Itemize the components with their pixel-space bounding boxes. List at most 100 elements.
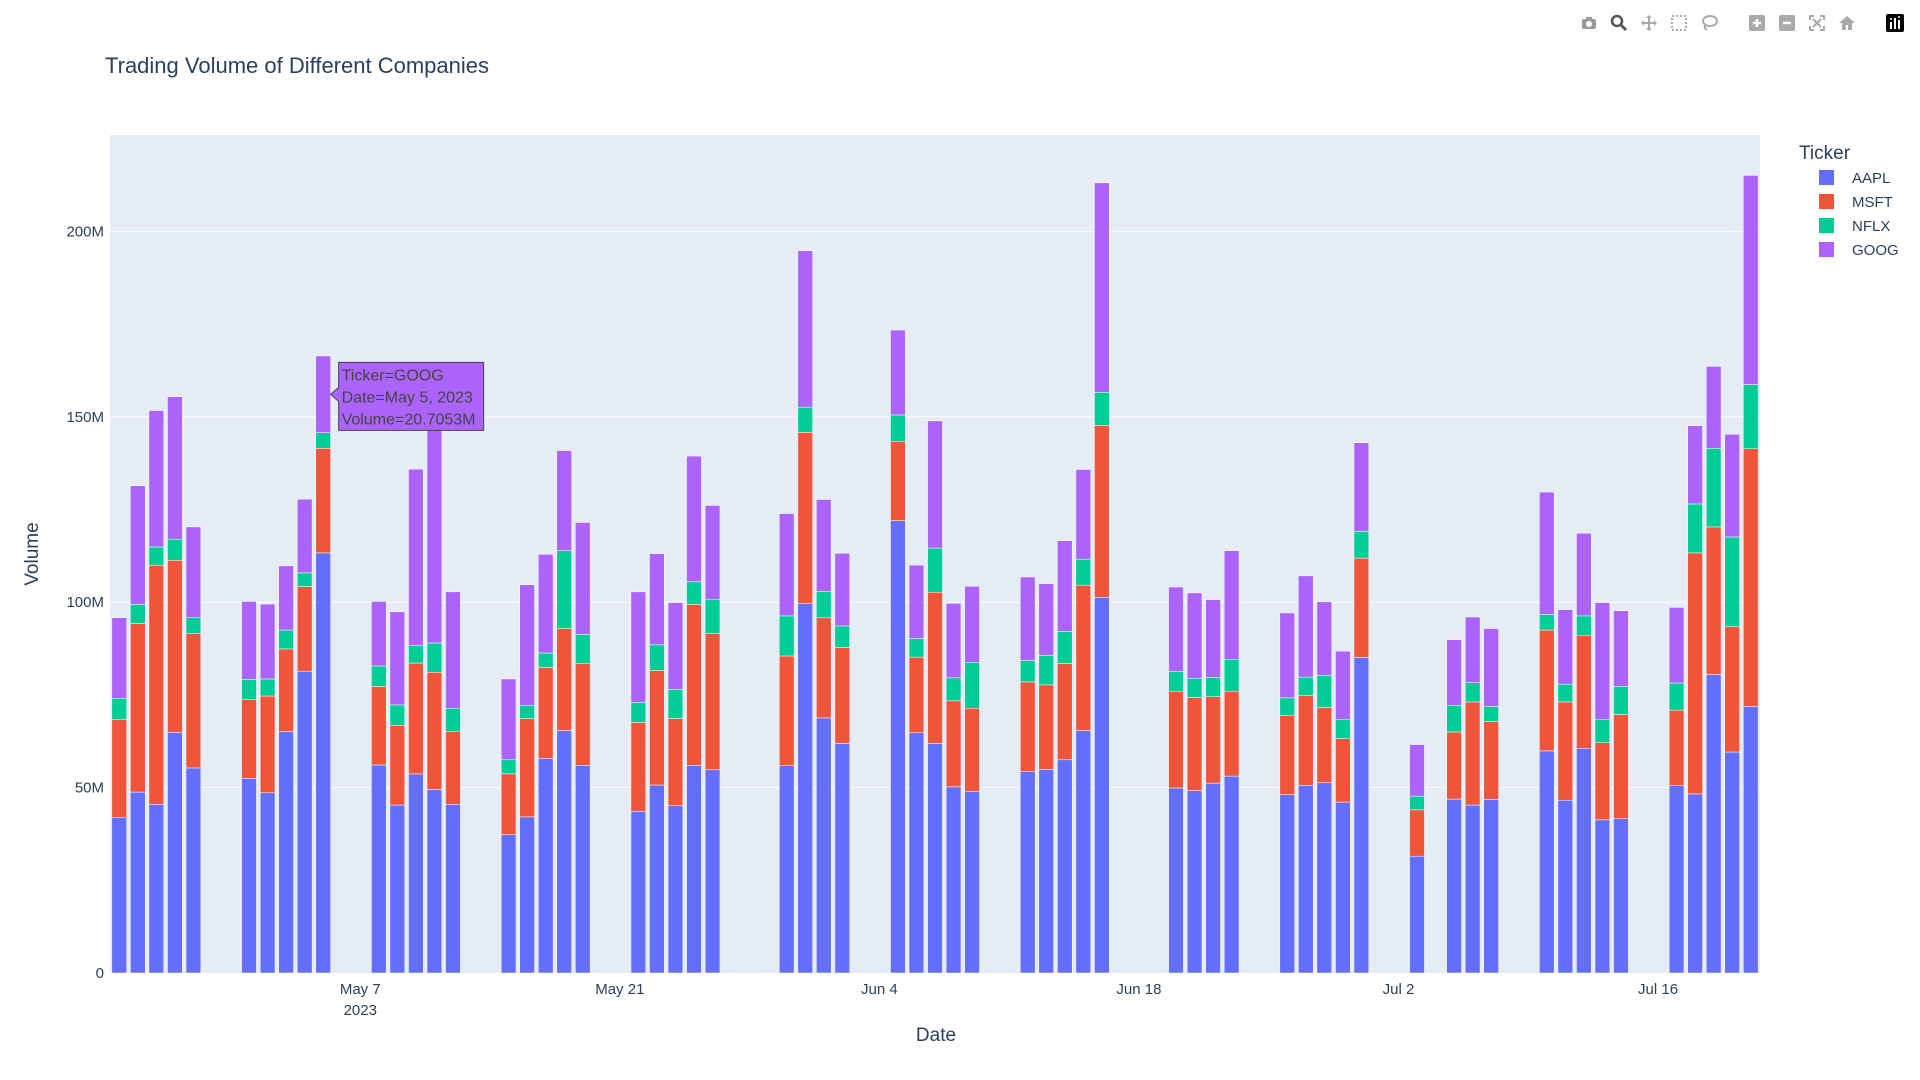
bar-goog[interactable] — [1205, 599, 1221, 678]
bar-nflx[interactable] — [1483, 706, 1499, 722]
bar-nflx[interactable] — [779, 615, 795, 657]
bar-msft[interactable] — [1576, 634, 1592, 749]
bar-goog[interactable] — [1613, 610, 1629, 687]
bar-nflx[interactable] — [1724, 536, 1740, 627]
bar-goog[interactable] — [278, 565, 294, 631]
bar-aapl[interactable] — [1353, 657, 1370, 974]
bar-msft[interactable] — [445, 730, 461, 805]
legend-item-msft[interactable]: MSFT — [1852, 194, 1893, 211]
bar-msft[interactable] — [167, 560, 183, 733]
bar-nflx[interactable] — [185, 617, 202, 634]
bar-nflx[interactable] — [1335, 719, 1351, 739]
bar-aapl[interactable] — [1298, 785, 1314, 974]
bar-nflx[interactable] — [1743, 384, 1759, 449]
bar-aapl[interactable] — [296, 670, 313, 974]
bar-nflx[interactable] — [649, 644, 665, 671]
bar-nflx[interactable] — [667, 689, 684, 719]
bar-goog[interactable] — [389, 611, 406, 706]
bar-msft[interactable] — [1223, 690, 1240, 777]
bar-aapl[interactable] — [1205, 782, 1221, 974]
bar-goog[interactable] — [500, 678, 517, 761]
bar-msft[interactable] — [964, 708, 980, 792]
bar-msft[interactable] — [1316, 707, 1332, 784]
bar-goog[interactable] — [816, 499, 832, 592]
bar-aapl[interactable] — [259, 792, 276, 974]
bar-goog[interactable] — [1223, 550, 1240, 660]
bar-aapl[interactable] — [1743, 706, 1759, 974]
bar-aapl[interactable] — [389, 804, 406, 974]
bar-aapl[interactable] — [1594, 819, 1611, 974]
bar-goog[interactable] — [649, 553, 665, 646]
bar-msft[interactable] — [389, 725, 406, 806]
bar-aapl[interactable] — [130, 791, 146, 974]
bar-goog[interactable] — [1075, 469, 1091, 560]
legend-swatch-aapl[interactable] — [1819, 170, 1834, 185]
bar-nflx[interactable] — [259, 678, 276, 697]
bar-nflx[interactable] — [130, 604, 146, 624]
bar-nflx[interactable] — [241, 679, 257, 700]
bar-goog[interactable] — [1094, 182, 1110, 393]
bar-nflx[interactable] — [630, 702, 647, 723]
bar-goog[interactable] — [1464, 616, 1481, 683]
bar-aapl[interactable] — [1687, 793, 1703, 974]
bar-nflx[interactable] — [426, 642, 443, 673]
bar-goog[interactable] — [148, 410, 165, 548]
bar-aapl[interactable] — [1705, 674, 1722, 974]
reset-axes-button[interactable] — [1836, 12, 1858, 34]
bar-goog[interactable] — [167, 396, 183, 540]
bar-msft[interactable] — [1483, 721, 1499, 800]
bar-aapl[interactable] — [964, 791, 980, 974]
bar-goog[interactable] — [1057, 540, 1073, 632]
bar-nflx[interactable] — [1613, 686, 1629, 715]
bar-nflx[interactable] — [167, 538, 183, 561]
plotly-logo-button[interactable] — [1884, 12, 1906, 34]
bar-msft[interactable] — [111, 719, 127, 818]
bar-goog[interactable] — [296, 498, 313, 574]
bar-msft[interactable] — [890, 441, 906, 521]
bar-msft[interactable] — [1075, 584, 1091, 731]
bar-aapl[interactable] — [408, 773, 424, 974]
bar-goog[interactable] — [538, 554, 554, 654]
bar-nflx[interactable] — [927, 547, 943, 593]
bar-goog[interactable] — [1705, 366, 1722, 449]
bar-msft[interactable] — [1094, 425, 1110, 598]
bar-msft[interactable] — [686, 604, 702, 766]
bar-aapl[interactable] — [1613, 818, 1629, 974]
bar-msft[interactable] — [704, 633, 721, 771]
bar-msft[interactable] — [408, 662, 424, 775]
bar-msft[interactable] — [649, 670, 665, 786]
bar-msft[interactable] — [241, 699, 257, 779]
bar-aapl[interactable] — [1576, 748, 1592, 974]
bar-msft[interactable] — [797, 432, 813, 604]
bar-goog[interactable] — [519, 584, 535, 706]
bar-msft[interactable] — [371, 686, 387, 766]
bar-msft[interactable] — [538, 667, 554, 759]
bar-msft[interactable] — [259, 695, 276, 794]
bar-msft[interactable] — [1687, 552, 1703, 795]
bar-aapl[interactable] — [278, 731, 294, 974]
bar-nflx[interactable] — [1594, 719, 1611, 743]
bar-goog[interactable] — [259, 603, 276, 680]
bar-nflx[interactable] — [519, 705, 535, 719]
bar-aapl[interactable] — [667, 805, 684, 974]
legend-swatch-goog[interactable] — [1819, 242, 1834, 257]
bar-goog[interactable] — [241, 601, 257, 680]
bar-msft[interactable] — [1205, 696, 1221, 784]
bar-msft[interactable] — [1186, 697, 1203, 791]
bar-msft[interactable] — [1335, 738, 1351, 803]
bar-aapl[interactable] — [111, 817, 127, 974]
bar-aapl[interactable] — [167, 732, 183, 974]
bar-nflx[interactable] — [1168, 671, 1184, 692]
bar-goog[interactable] — [1316, 601, 1332, 676]
bar-nflx[interactable] — [704, 598, 721, 634]
legend-item-aapl[interactable]: AAPL — [1852, 170, 1890, 187]
bar-aapl[interactable] — [834, 743, 850, 974]
bar-goog[interactable] — [834, 553, 850, 627]
bar-goog[interactable] — [1724, 433, 1740, 538]
bar-msft[interactable] — [927, 591, 943, 744]
bar-goog[interactable] — [630, 591, 647, 703]
bar-nflx[interactable] — [538, 652, 554, 668]
bar-aapl[interactable] — [816, 717, 832, 974]
bar-aapl[interactable] — [1186, 790, 1203, 974]
bar-aapl[interactable] — [1483, 799, 1499, 974]
